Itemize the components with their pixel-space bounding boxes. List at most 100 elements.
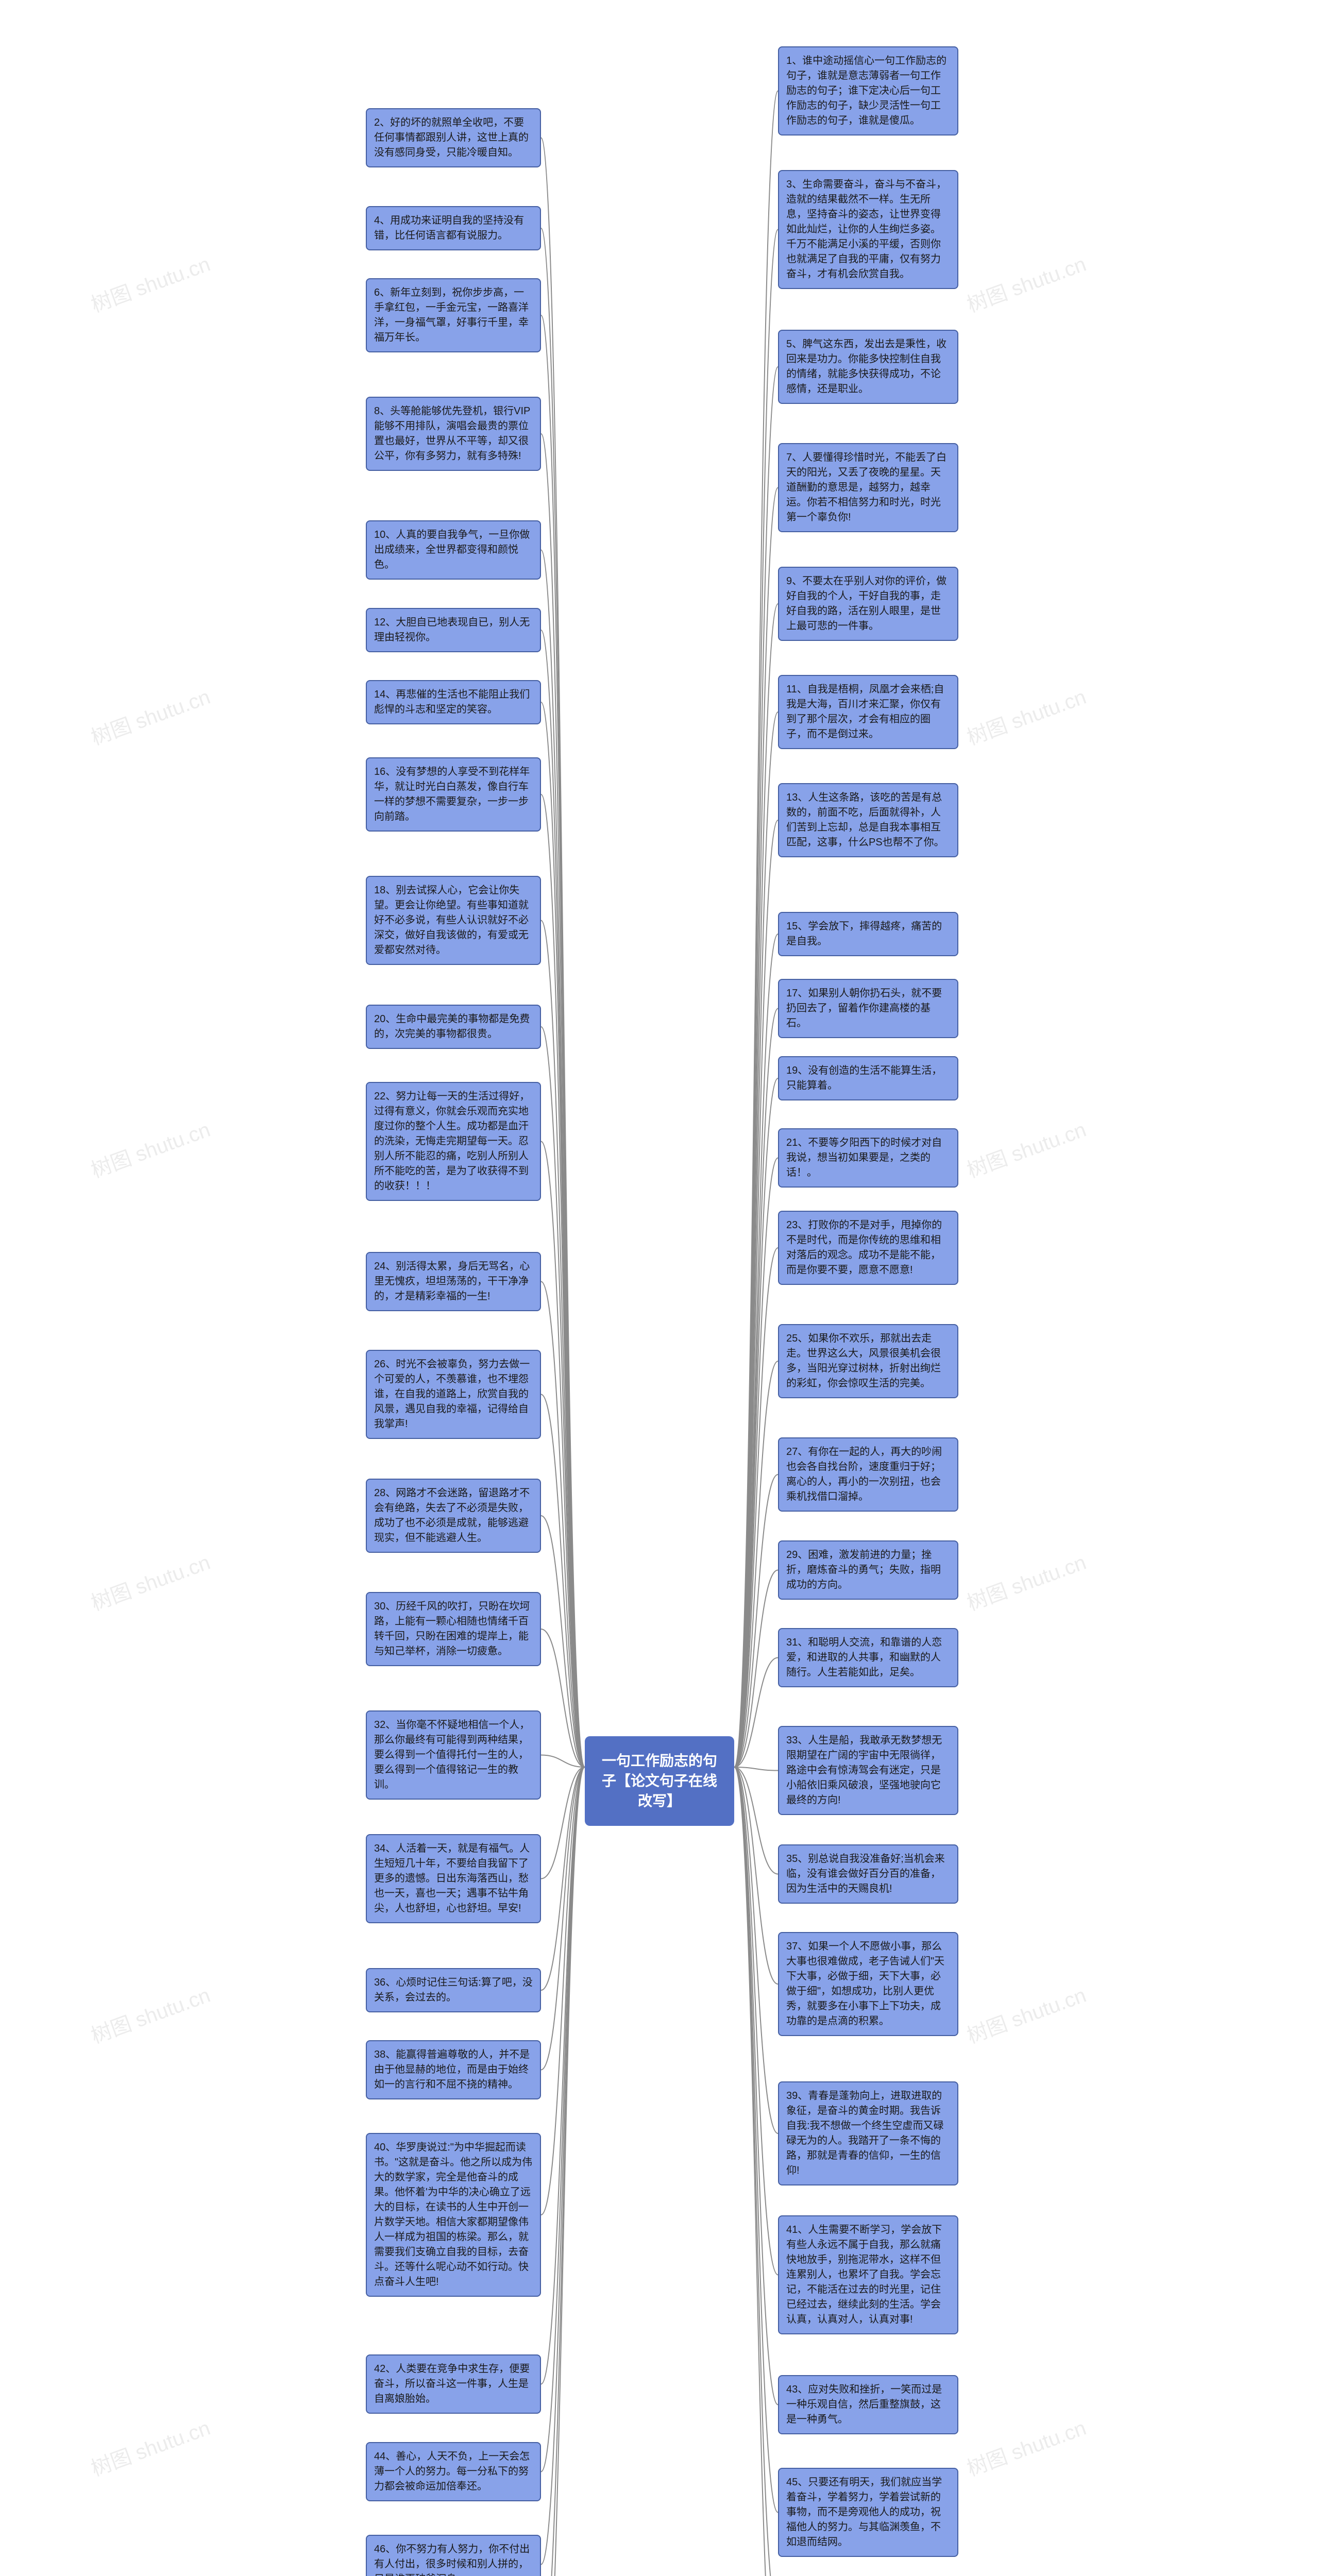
- node-R16: 31、和聪明人交流，和靠谱的人恋爱，和进取的人共事，和幽默的人随行。人生若能如此…: [778, 1628, 958, 1687]
- node-R7: 13、人生这条路，该吃的苦是有总数的，前面不吃，后面就得补，人们苦到上忘却，总是…: [778, 783, 958, 857]
- node-L12: 24、别活得太累，身后无骂名，心里无愧疚，坦坦荡荡的，干干净净的，才是精彩幸福的…: [366, 1252, 541, 1311]
- mindmap-canvas: 树图 shutu.cn 树图 shutu.cn 树图 shutu.cn 树图 shut…: [0, 0, 1319, 2576]
- node-text: 41、人生需要不断学习，学会放下有些人永远不属于自我，那么就痛快地放手，别拖泥带…: [786, 2224, 942, 2325]
- node-text: 37、如果一个人不愿做小事，那么大事也很难做成，老子告诫人们"天下大事，必做于细…: [786, 1941, 944, 2027]
- node-L3: 6、新年立刻到，祝你步步高，一手拿红包，一手金元宝，一路喜洋洋，一身福气罩，好事…: [366, 278, 541, 352]
- node-L11: 22、努力让每一天的生活过得好，过得有意义，你就会乐观而充实地度过你的整个人生。…: [366, 1082, 541, 1201]
- node-L21: 42、人类要在竞争中求生存，便要奋斗，所以奋斗这一件事，人生是自离娘胎始。: [366, 2354, 541, 2414]
- node-R17: 33、人生是船，我敢承无数梦想无限期望在广阔的宇宙中无限徜徉，路途中会有惊涛驾会…: [778, 1726, 958, 1815]
- node-text: 40、华罗庚说过:"为中华掘起而读书。"这就是奋斗。他之所以成为伟大的数学家，完…: [374, 2142, 532, 2287]
- node-text: 42、人类要在竞争中求生存，便要奋斗，所以奋斗这一件事，人生是自离娘胎始。: [374, 2363, 530, 2404]
- node-text: 21、不要等夕阳西下的时候才对自我说，想当初如果要是，之类的话！。: [786, 1137, 942, 1178]
- node-R14: 27、有你在一起的人，再大的吵闹也会各自找台阶，速度重归于好；离心的人，再小的一…: [778, 1437, 958, 1512]
- node-text: 14、再悲催的生活也不能阻止我们彪悍的斗志和坚定的笑容。: [374, 689, 530, 715]
- node-R9: 17、如果别人朝你扔石头，就不要扔回去了，留着作你建高楼的基石。: [778, 979, 958, 1038]
- node-text: 29、困难，激发前进的力量；挫折，磨炼奋斗的勇气；失败，指明成功的方向。: [786, 1549, 941, 1590]
- node-text: 5、脾气这东西，发出去是秉性，收回来是功力。你能多快控制住自我的情绪，就能多快获…: [786, 338, 946, 395]
- node-text: 43、应对失败和挫折，一笑而过是一种乐观自信，然后重整旗鼓，这是一种勇气。: [786, 2384, 942, 2425]
- node-L10: 20、生命中最完美的事物都是免费的，次完美的事物都很贵。: [366, 1005, 541, 1049]
- node-L17: 34、人活着一天，就是有福气。人生短短几十年，不要给自我留下了更多的遗憾。日出东…: [366, 1834, 541, 1923]
- center-node: 一句工作励志的句子【论文句子在线改写】: [585, 1736, 734, 1826]
- node-text: 36、心烦时记住三句话:算了吧，没关系，会过去的。: [374, 1977, 533, 2003]
- node-L20: 40、华罗庚说过:"为中华掘起而读书。"这就是奋斗。他之所以成为伟大的数学家，完…: [366, 2133, 541, 2297]
- node-R13: 25、如果你不欢乐，那就出去走走。世界这么大，风景很美机会很多，当阳光穿过树林，…: [778, 1324, 958, 1398]
- watermark: 树图 shutu.cn: [86, 1113, 214, 1183]
- node-text: 20、生命中最完美的事物都是免费的，次完美的事物都很贵。: [374, 1013, 530, 1040]
- node-L6: 12、大胆自已地表现自已，别人无理由轻视你。: [366, 608, 541, 652]
- node-L18: 36、心烦时记住三句话:算了吧，没关系，会过去的。: [366, 1968, 541, 2012]
- node-text: 39、青春是蓬勃向上，进取进取的象征，是奋斗的黄金时期。我告诉自我:我不想做一个…: [786, 2090, 944, 2176]
- watermark: 树图 shutu.cn: [962, 1113, 1090, 1183]
- node-L13: 26、时光不会被辜负，努力去做一个可爱的人，不羡慕谁，也不埋怨谁，在自我的道路上…: [366, 1350, 541, 1439]
- node-R23: 45、只要还有明天，我们就应当学着奋斗，学着努力，学着尝试新的事物，而不是旁观他…: [778, 2468, 958, 2557]
- node-R2: 3、生命需要奋斗，奋斗与不奋斗，造就的结果截然不一样。生无所息，坚持奋斗的姿态，…: [778, 170, 958, 289]
- node-text: 19、没有创造的生活不能算生活，只能算着。: [786, 1065, 942, 1091]
- node-L22: 44、善心，人天不负，上一天会怎薄一个人的努力。每一分私下的努力都会被命运加倍奉…: [366, 2442, 541, 2501]
- node-L16: 32、当你毫不怀疑地相信一个人，那么你最终有可能得到两种结果，要么得到一个值得托…: [366, 1710, 541, 1800]
- watermark: 树图 shutu.cn: [962, 2411, 1090, 2482]
- node-text: 1、谁中途动摇信心一句工作励志的句子，谁就是意志薄弱者一句工作励志的句子；谁下定…: [786, 55, 946, 126]
- watermark: 树图 shutu.cn: [86, 680, 214, 751]
- watermark: 树图 shutu.cn: [962, 680, 1090, 751]
- node-text: 16、没有梦想的人享受不到花样年华，就让时光白白蒸发，像自行车一样的梦想不需要复…: [374, 766, 530, 822]
- node-text: 30、历经千风的吹打，只盼在坎坷路，上能有一颗心相随也情绪千百转千回，只盼在困难…: [374, 1601, 530, 1657]
- node-text: 22、努力让每一天的生活过得好，过得有意义，你就会乐观而充实地度过你的整个人生。…: [374, 1091, 530, 1192]
- node-text: 31、和聪明人交流，和靠谱的人恋爱，和进取的人共事，和幽默的人随行。人生若能如此…: [786, 1637, 942, 1678]
- watermark: 树图 shutu.cn: [962, 247, 1090, 318]
- node-L1: 2、好的坏的就照单全收吧，不要任何事情都跟别人讲，这世上真的没有感同身受，只能冷…: [366, 108, 541, 167]
- node-text: 11、自我是梧桐，凤凰才会来栖;自我是大海，百川才来汇聚，你仅有到了那个层次，才…: [786, 684, 944, 740]
- node-R12: 23、打败你的不是对手，甩掉你的不是时代，而是你传统的思维和相对落后的观念。成功…: [778, 1211, 958, 1285]
- node-text: 25、如果你不欢乐，那就出去走走。世界这么大，风景很美机会很多，当阳光穿过树林，…: [786, 1333, 941, 1389]
- node-text: 46、你不努力有人努力，你不付出有人付出，很多时候和别人拼的，只是谁更破釜沉舟。: [374, 2544, 530, 2576]
- node-text: 3、生命需要奋斗，奋斗与不奋斗，造就的结果截然不一样。生无所息，坚持奋斗的姿态，…: [786, 179, 946, 280]
- node-R18: 35、别总说自我没准备好;当机会来临，没有谁会做好百分百的准备，因为生活中的天赐…: [778, 1844, 958, 1904]
- node-text: 4、用成功来证明自我的坚持没有错，比任何语言都有说服力。: [374, 215, 524, 241]
- node-R8: 15、学会放下，摔得越疼，痛苦的是自我。: [778, 912, 958, 956]
- node-R1: 1、谁中途动摇信心一句工作励志的句子，谁就是意志薄弱者一句工作励志的句子；谁下定…: [778, 46, 958, 135]
- node-L14: 28、网路才不会迷路，留退路才不会有绝路，失去了不必须是失败，成功了也不必须是成…: [366, 1479, 541, 1553]
- node-text: 23、打败你的不是对手，甩掉你的不是时代，而是你传统的思维和相对落后的观念。成功…: [786, 1219, 942, 1276]
- node-R4: 7、人要懂得珍惜时光，不能丢了白天的阳光，又丢了夜晚的星星。天道酬勤的意思是，越…: [778, 443, 958, 532]
- node-text: 15、学会放下，摔得越疼，痛苦的是自我。: [786, 921, 942, 947]
- node-R11: 21、不要等夕阳西下的时候才对自我说，想当初如果要是，之类的话！。: [778, 1128, 958, 1188]
- watermark: 树图 shutu.cn: [86, 1978, 214, 2049]
- node-R15: 29、困难，激发前进的力量；挫折，磨炼奋斗的勇气；失败，指明成功的方向。: [778, 1540, 958, 1600]
- node-L7: 14、再悲催的生活也不能阻止我们彪悍的斗志和坚定的笑容。: [366, 680, 541, 724]
- node-text: 13、人生这条路，该吃的苦是有总数的，前面不吃，后面就得补，人们苦到上忘却，总是…: [786, 792, 944, 848]
- node-text: 12、大胆自已地表现自已，别人无理由轻视你。: [374, 617, 530, 643]
- watermark: 树图 shutu.cn: [86, 1546, 214, 1616]
- node-R20: 39、青春是蓬勃向上，进取进取的象征，是奋斗的黄金时期。我告诉自我:我不想做一个…: [778, 2081, 958, 2185]
- node-text: 28、网路才不会迷路，留退路才不会有绝路，失去了不必须是失败，成功了也不必须是成…: [374, 1487, 530, 1544]
- node-text: 44、善心，人天不负，上一天会怎薄一个人的努力。每一分私下的努力都会被命运加倍奉…: [374, 2451, 530, 2492]
- node-text: 18、别去试探人心，它会让你失望。更会让你绝望。有些事知道就好不必多说，有些人认…: [374, 885, 529, 956]
- node-L2: 4、用成功来证明自我的坚持没有错，比任何语言都有说服力。: [366, 206, 541, 250]
- watermark: 树图 shutu.cn: [86, 247, 214, 318]
- node-text: 32、当你毫不怀疑地相信一个人，那么你最终有可能得到两种结果，要么得到一个值得托…: [374, 1719, 530, 1790]
- node-R6: 11、自我是梧桐，凤凰才会来栖;自我是大海，百川才来汇聚，你仅有到了那个层次，才…: [778, 675, 958, 749]
- watermark: 树图 shutu.cn: [962, 1546, 1090, 1616]
- center-title: 一句工作励志的句子【论文句子在线改写】: [602, 1753, 717, 1809]
- node-L4: 8、头等舱能够优先登机，银行VIP能够不用排队，演唱会最贵的票位置也最好，世界从…: [366, 397, 541, 471]
- node-text: 17、如果别人朝你扔石头，就不要扔回去了，留着作你建高楼的基石。: [786, 988, 942, 1029]
- node-R22: 43、应对失败和挫折，一笑而过是一种乐观自信，然后重整旗鼓，这是一种勇气。: [778, 2375, 958, 2434]
- node-text: 26、时光不会被辜负，努力去做一个可爱的人，不羡慕谁，也不埋怨谁，在自我的道路上…: [374, 1359, 530, 1430]
- watermark: 树图 shutu.cn: [962, 1978, 1090, 2049]
- node-text: 10、人真的要自我争气，一旦你做出成绩来，全世界都变得和颜悦色。: [374, 529, 530, 570]
- node-text: 24、别活得太累，身后无骂名，心里无愧疚，坦坦荡荡的，干干净净的，才是精彩幸福的…: [374, 1261, 530, 1302]
- node-R21: 41、人生需要不断学习，学会放下有些人永远不属于自我，那么就痛快地放手，别拖泥带…: [778, 2215, 958, 2334]
- node-L23: 46、你不努力有人努力，你不付出有人付出，很多时候和别人拼的，只是谁更破釜沉舟。: [366, 2535, 541, 2576]
- node-text: 6、新年立刻到，祝你步步高，一手拿红包，一手金元宝，一路喜洋洋，一身福气罩，好事…: [374, 287, 529, 343]
- node-L9: 18、别去试探人心，它会让你失望。更会让你绝望。有些事知道就好不必多说，有些人认…: [366, 876, 541, 965]
- watermark: 树图 shutu.cn: [86, 2411, 214, 2482]
- connector-lines: [0, 0, 1319, 2576]
- node-R5: 9、不要太在乎别人对你的评价，做好自我的个人，干好自我的事，走好自我的路，活在别…: [778, 567, 958, 641]
- node-L19: 38、能赢得普遍尊敬的人，并不是由于他显赫的地位，而是由于始终如一的言行和不屈不…: [366, 2040, 541, 2099]
- node-text: 45、只要还有明天，我们就应当学着奋斗，学着努力，学着尝试新的事物，而不是旁观他…: [786, 2477, 942, 2548]
- node-L15: 30、历经千风的吹打，只盼在坎坷路，上能有一颗心相随也情绪千百转千回，只盼在困难…: [366, 1592, 541, 1666]
- node-text: 2、好的坏的就照单全收吧，不要任何事情都跟别人讲，这世上真的没有感同身受，只能冷…: [374, 117, 529, 158]
- node-R10: 19、没有创造的生活不能算生活，只能算着。: [778, 1056, 958, 1100]
- node-text: 38、能赢得普遍尊敬的人，并不是由于他显赫的地位，而是由于始终如一的言行和不屈不…: [374, 2049, 530, 2090]
- node-L5: 10、人真的要自我争气，一旦你做出成绩来，全世界都变得和颜悦色。: [366, 520, 541, 580]
- node-R19: 37、如果一个人不愿做小事，那么大事也很难做成，老子告诫人们"天下大事，必做于细…: [778, 1932, 958, 2036]
- node-text: 33、人生是船，我敢承无数梦想无限期望在广阔的宇宙中无限徜徉，路途中会有惊涛驾会…: [786, 1735, 942, 1806]
